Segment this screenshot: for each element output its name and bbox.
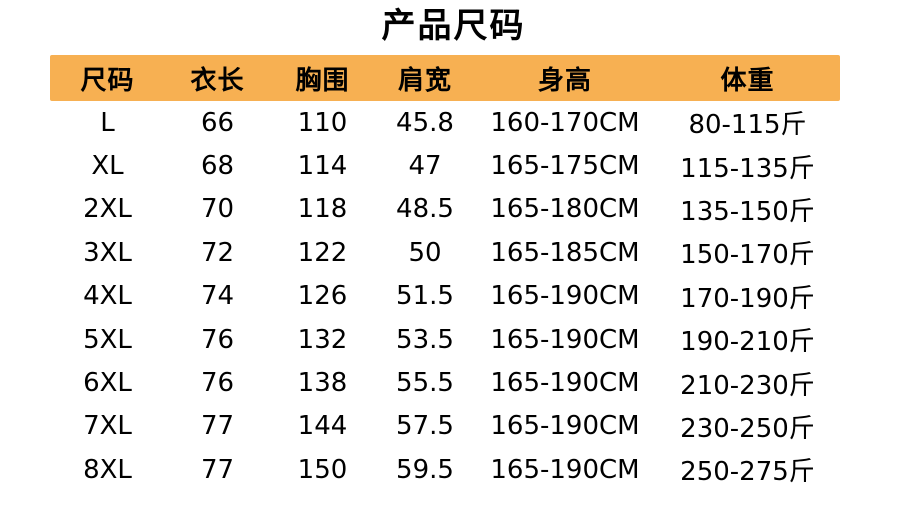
table-cell-size: 3XL	[83, 237, 132, 268]
table-cell-weight: 170-190斤	[680, 283, 815, 314]
header-cell-height: 身高	[537, 65, 592, 96]
table-cell-height: 165-190CM	[490, 281, 640, 312]
table-row: XL 68 114 47 165-175CM 115-135斤	[50, 144, 840, 187]
table-cell-size: XL	[91, 151, 124, 182]
table-cell-length: 76	[200, 368, 235, 399]
table-cell-shoulder: 47	[408, 151, 442, 182]
table-cell-shoulder: 45.8	[396, 107, 454, 138]
table-cell-weight: 135-150斤	[680, 196, 815, 227]
page-title: 产品尺码	[381, 6, 526, 46]
table-cell-shoulder: 57.5	[396, 411, 454, 442]
table-cell-length: 66	[200, 107, 235, 138]
table-row: 2XL 70 118 48.5 165-180CM 135-150斤	[50, 188, 840, 231]
table-cell-size: L	[100, 107, 115, 138]
table-cell-shoulder: 59.5	[396, 454, 454, 485]
table-cell-weight: 250-275斤	[680, 457, 815, 488]
table-cell-length: 77	[200, 454, 235, 485]
table-cell-size: 6XL	[83, 368, 132, 399]
table-header-row: 尺码 衣长 胸围 肩宽 身高 体重	[50, 55, 840, 101]
table-cell-size: 2XL	[83, 194, 132, 225]
header-cell-size: 尺码	[80, 65, 135, 96]
size-table-body: L 66 110 45.8 160-170CM 80-115斤 XL 68 11…	[50, 101, 840, 492]
table-cell-length: 70	[200, 194, 235, 225]
table-cell-chest: 138	[297, 368, 348, 399]
table-cell-weight: 150-170斤	[680, 240, 815, 271]
table-cell-height: 165-190CM	[490, 411, 640, 442]
table-cell-height: 165-180CM	[490, 194, 640, 225]
table-cell-height: 165-190CM	[490, 324, 640, 355]
table-cell-weight: 210-230斤	[680, 370, 815, 401]
table-row: 6XL 76 138 55.5 165-190CM 210-230斤	[50, 361, 840, 404]
table-cell-height: 165-185CM	[490, 237, 640, 268]
table-row: L 66 110 45.8 160-170CM 80-115斤	[50, 101, 840, 144]
table-cell-shoulder: 48.5	[396, 194, 454, 225]
table-cell-chest: 114	[297, 151, 348, 182]
table-cell-size: 5XL	[83, 324, 132, 355]
table-cell-weight: 80-115斤	[688, 110, 807, 141]
table-cell-shoulder: 53.5	[396, 324, 454, 355]
header-cell-length: 衣长	[190, 65, 245, 96]
table-cell-shoulder: 51.5	[396, 281, 454, 312]
table-cell-length: 74	[200, 281, 235, 312]
table-cell-shoulder: 55.5	[396, 368, 454, 399]
table-cell-height: 165-190CM	[490, 454, 640, 485]
header-cell-shoulder: 肩宽	[397, 65, 452, 96]
size-table: 尺码 衣长 胸围 肩宽 身高 体重 L 66 110 45.8 160-170C…	[50, 55, 840, 492]
table-cell-height: 160-170CM	[490, 107, 640, 138]
table-cell-size: 8XL	[83, 454, 132, 485]
table-cell-chest: 110	[297, 107, 348, 138]
table-cell-chest: 150	[297, 454, 348, 485]
table-cell-size: 7XL	[83, 411, 132, 442]
table-cell-weight: 190-210斤	[680, 327, 815, 358]
table-cell-weight: 115-135斤	[680, 153, 815, 184]
table-row: 8XL 77 150 59.5 165-190CM 250-275斤	[50, 448, 840, 491]
header-cell-chest: 胸围	[295, 65, 350, 96]
table-cell-height: 165-190CM	[490, 368, 640, 399]
table-cell-height: 165-175CM	[490, 151, 640, 182]
table-row: 5XL 76 132 53.5 165-190CM 190-210斤	[50, 318, 840, 361]
header-cell-weight: 体重	[720, 65, 775, 96]
table-cell-length: 72	[200, 237, 235, 268]
table-cell-chest: 122	[297, 237, 348, 268]
table-row: 7XL 77 144 57.5 165-190CM 230-250斤	[50, 405, 840, 448]
table-row: 3XL 72 122 50 165-185CM 150-170斤	[50, 231, 840, 274]
table-cell-weight: 230-250斤	[680, 413, 815, 444]
table-cell-shoulder: 50	[408, 237, 442, 268]
table-cell-size: 4XL	[83, 281, 132, 312]
table-cell-chest: 118	[297, 194, 348, 225]
table-cell-length: 68	[200, 151, 235, 182]
table-row: 4XL 74 126 51.5 165-190CM 170-190斤	[50, 275, 840, 318]
table-cell-chest: 126	[297, 281, 348, 312]
table-cell-chest: 132	[297, 324, 348, 355]
table-cell-length: 77	[200, 411, 235, 442]
table-cell-chest: 144	[297, 411, 348, 442]
table-cell-length: 76	[200, 324, 235, 355]
